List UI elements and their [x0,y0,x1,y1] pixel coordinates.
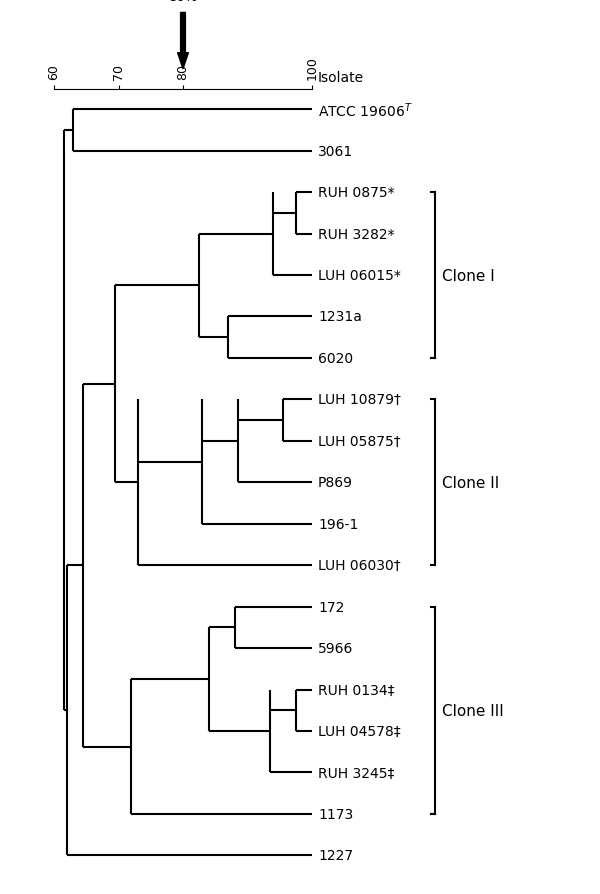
Text: LUH 10879†: LUH 10879† [318,393,401,407]
Text: RUH 3245‡: RUH 3245‡ [318,765,394,780]
Text: RUH 3282*: RUH 3282* [318,227,395,241]
Text: Isolate: Isolate [318,71,364,85]
Text: 196-1: 196-1 [318,517,358,531]
Text: 1227: 1227 [318,848,353,863]
Text: 80%: 80% [169,0,197,4]
Text: LUH 06015*: LUH 06015* [318,269,401,283]
Text: LUH 05875†: LUH 05875† [318,434,401,449]
Text: 1173: 1173 [318,807,353,821]
Text: RUH 0134‡: RUH 0134‡ [318,683,395,696]
Text: Clone III: Clone III [442,703,504,718]
Text: Clone II: Clone II [442,476,499,490]
Text: 5966: 5966 [318,641,353,655]
Text: RUH 0875*: RUH 0875* [318,186,395,200]
Text: 6020: 6020 [318,351,353,366]
Text: LUH 04578‡: LUH 04578‡ [318,724,401,738]
Text: 172: 172 [318,600,344,614]
Text: ATCC 19606$^T$: ATCC 19606$^T$ [318,101,413,120]
Text: 3061: 3061 [318,145,353,158]
Text: LUH 06030†: LUH 06030† [318,559,401,572]
Text: Clone I: Clone I [442,268,495,283]
Text: P869: P869 [318,476,353,490]
Text: 1231a: 1231a [318,310,362,325]
